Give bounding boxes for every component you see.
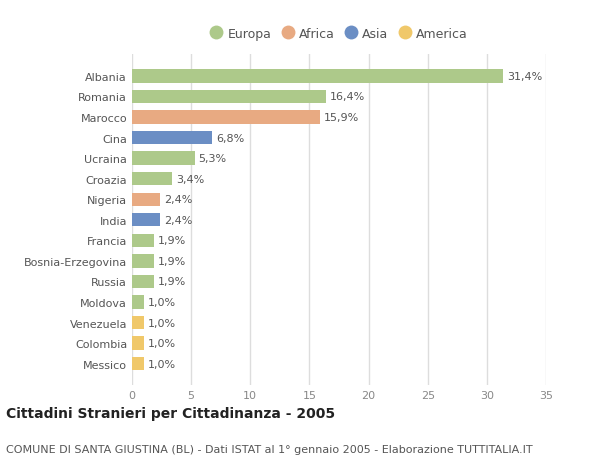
Text: 1,9%: 1,9% [158, 256, 186, 266]
Bar [132, 234, 154, 247]
Text: 1,9%: 1,9% [158, 277, 186, 287]
Bar [132, 255, 154, 268]
Text: 31,4%: 31,4% [507, 72, 542, 82]
Bar [132, 275, 154, 289]
Text: 2,4%: 2,4% [164, 215, 193, 225]
Bar [132, 70, 503, 84]
Bar [132, 316, 144, 330]
Text: 1,0%: 1,0% [148, 359, 176, 369]
Bar [132, 152, 194, 165]
Text: 3,4%: 3,4% [176, 174, 204, 185]
Bar [132, 173, 172, 186]
Text: 1,0%: 1,0% [148, 318, 176, 328]
Text: 15,9%: 15,9% [323, 113, 359, 123]
Text: 5,3%: 5,3% [198, 154, 226, 164]
Legend: Europa, Africa, Asia, America: Europa, Africa, Asia, America [208, 25, 470, 43]
Bar [132, 357, 144, 370]
Text: 1,9%: 1,9% [158, 236, 186, 246]
Text: Cittadini Stranieri per Cittadinanza - 2005: Cittadini Stranieri per Cittadinanza - 2… [6, 406, 335, 420]
Text: 16,4%: 16,4% [329, 92, 365, 102]
Bar [132, 296, 144, 309]
Bar [132, 111, 320, 124]
Text: 2,4%: 2,4% [164, 195, 193, 205]
Text: COMUNE DI SANTA GIUSTINA (BL) - Dati ISTAT al 1° gennaio 2005 - Elaborazione TUT: COMUNE DI SANTA GIUSTINA (BL) - Dati IST… [6, 444, 533, 454]
Bar [132, 337, 144, 350]
Bar [132, 90, 326, 104]
Text: 1,0%: 1,0% [148, 297, 176, 308]
Text: 1,0%: 1,0% [148, 338, 176, 348]
Bar [132, 213, 160, 227]
Bar [132, 132, 212, 145]
Bar [132, 193, 160, 207]
Text: 6,8%: 6,8% [216, 133, 244, 143]
